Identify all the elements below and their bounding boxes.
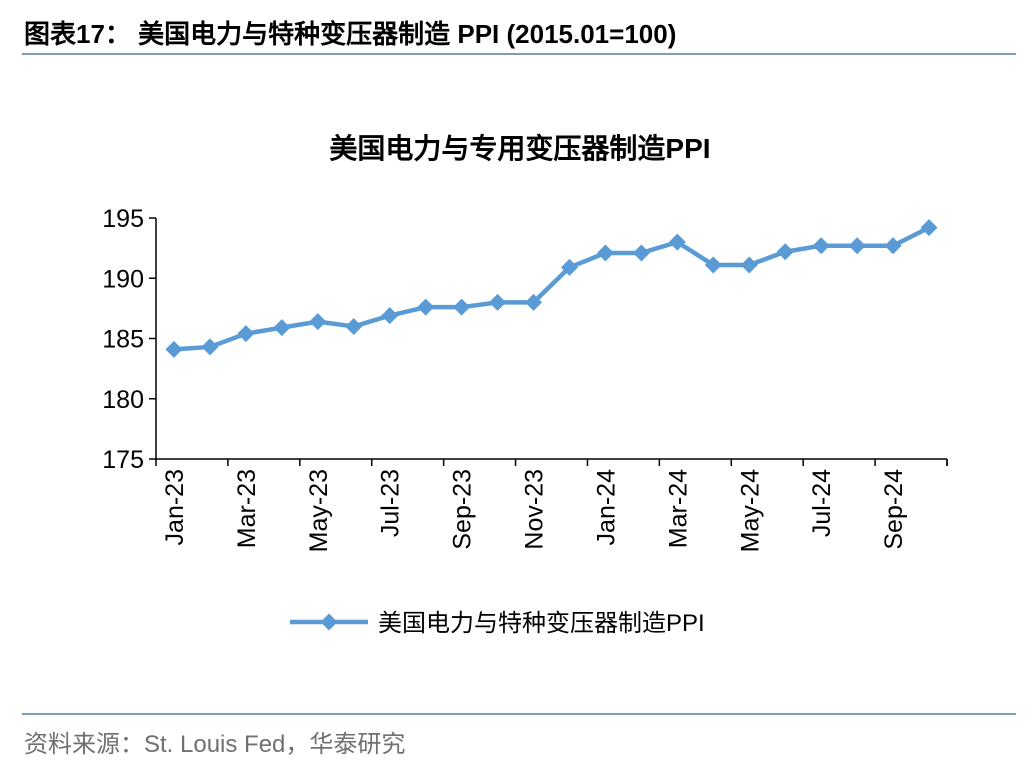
y-tick-label: 180 [102, 386, 144, 414]
x-tick-label: Mar-23 [233, 469, 261, 548]
x-tick-label: Sep-24 [880, 469, 908, 550]
data-point[interactable] [884, 237, 902, 255]
series-line [173, 225, 931, 352]
legend-label: 美国电力与特种变压器制造PPI [378, 610, 705, 637]
series-layer [165, 219, 938, 358]
data-point[interactable] [560, 258, 578, 276]
data-point[interactable] [273, 319, 291, 337]
data-point[interactable] [201, 338, 219, 356]
x-tick-label: Jan-24 [592, 469, 620, 546]
data-point[interactable] [345, 317, 363, 335]
data-point[interactable] [632, 244, 650, 262]
x-tick-label: Jan-23 [161, 469, 189, 545]
page-title: 图表17： 美国电力与特种变压器制造 PPI (2015.01=100) [24, 19, 677, 49]
data-point[interactable] [417, 298, 435, 316]
chart: 美国电力与专用变压器制造PPI 195 190 185 180 175 Jan-23 Mar… [102, 132, 948, 637]
y-tick-label: 190 [102, 265, 144, 293]
data-point[interactable] [381, 307, 399, 325]
data-point[interactable] [489, 293, 507, 311]
data-point[interactable] [596, 244, 614, 262]
data-point[interactable] [704, 256, 722, 274]
data-point[interactable] [740, 256, 758, 274]
header-divider [22, 53, 1016, 55]
data-point[interactable] [848, 237, 866, 255]
data-point[interactable] [237, 325, 255, 343]
x-tick-label: Mar-24 [664, 469, 692, 548]
axes: 195 190 185 180 175 Jan-23 Mar-23 May-23 Jul-23 S… [102, 205, 948, 552]
data-point[interactable] [812, 237, 830, 255]
legend-marker [320, 613, 338, 631]
footer-divider [22, 713, 1016, 715]
source-note: 资料来源：St. Louis Fed，华泰研究 [24, 731, 406, 758]
x-tick-label: Jul-23 [377, 469, 405, 537]
y-tick-label: 185 [102, 326, 144, 354]
legend[interactable]: 美国电力与特种变压器制造PPI [290, 610, 705, 637]
x-tick-label: Sep-23 [449, 469, 477, 550]
data-point[interactable] [165, 340, 183, 358]
y-tick-label: 175 [102, 446, 144, 474]
data-point[interactable] [309, 313, 327, 331]
chart-title: 美国电力与专用变压器制造PPI [329, 132, 710, 164]
x-tick-label: May-24 [736, 469, 764, 552]
y-tick-label: 195 [102, 205, 144, 233]
x-tick-label: May-23 [305, 469, 333, 552]
data-point[interactable] [920, 219, 938, 237]
x-tick-label: Nov-23 [521, 469, 549, 550]
data-point[interactable] [453, 298, 471, 316]
x-tick-label: Jul-24 [808, 469, 836, 537]
data-point[interactable] [668, 233, 686, 251]
data-point[interactable] [776, 243, 794, 261]
data-point[interactable] [525, 293, 543, 311]
